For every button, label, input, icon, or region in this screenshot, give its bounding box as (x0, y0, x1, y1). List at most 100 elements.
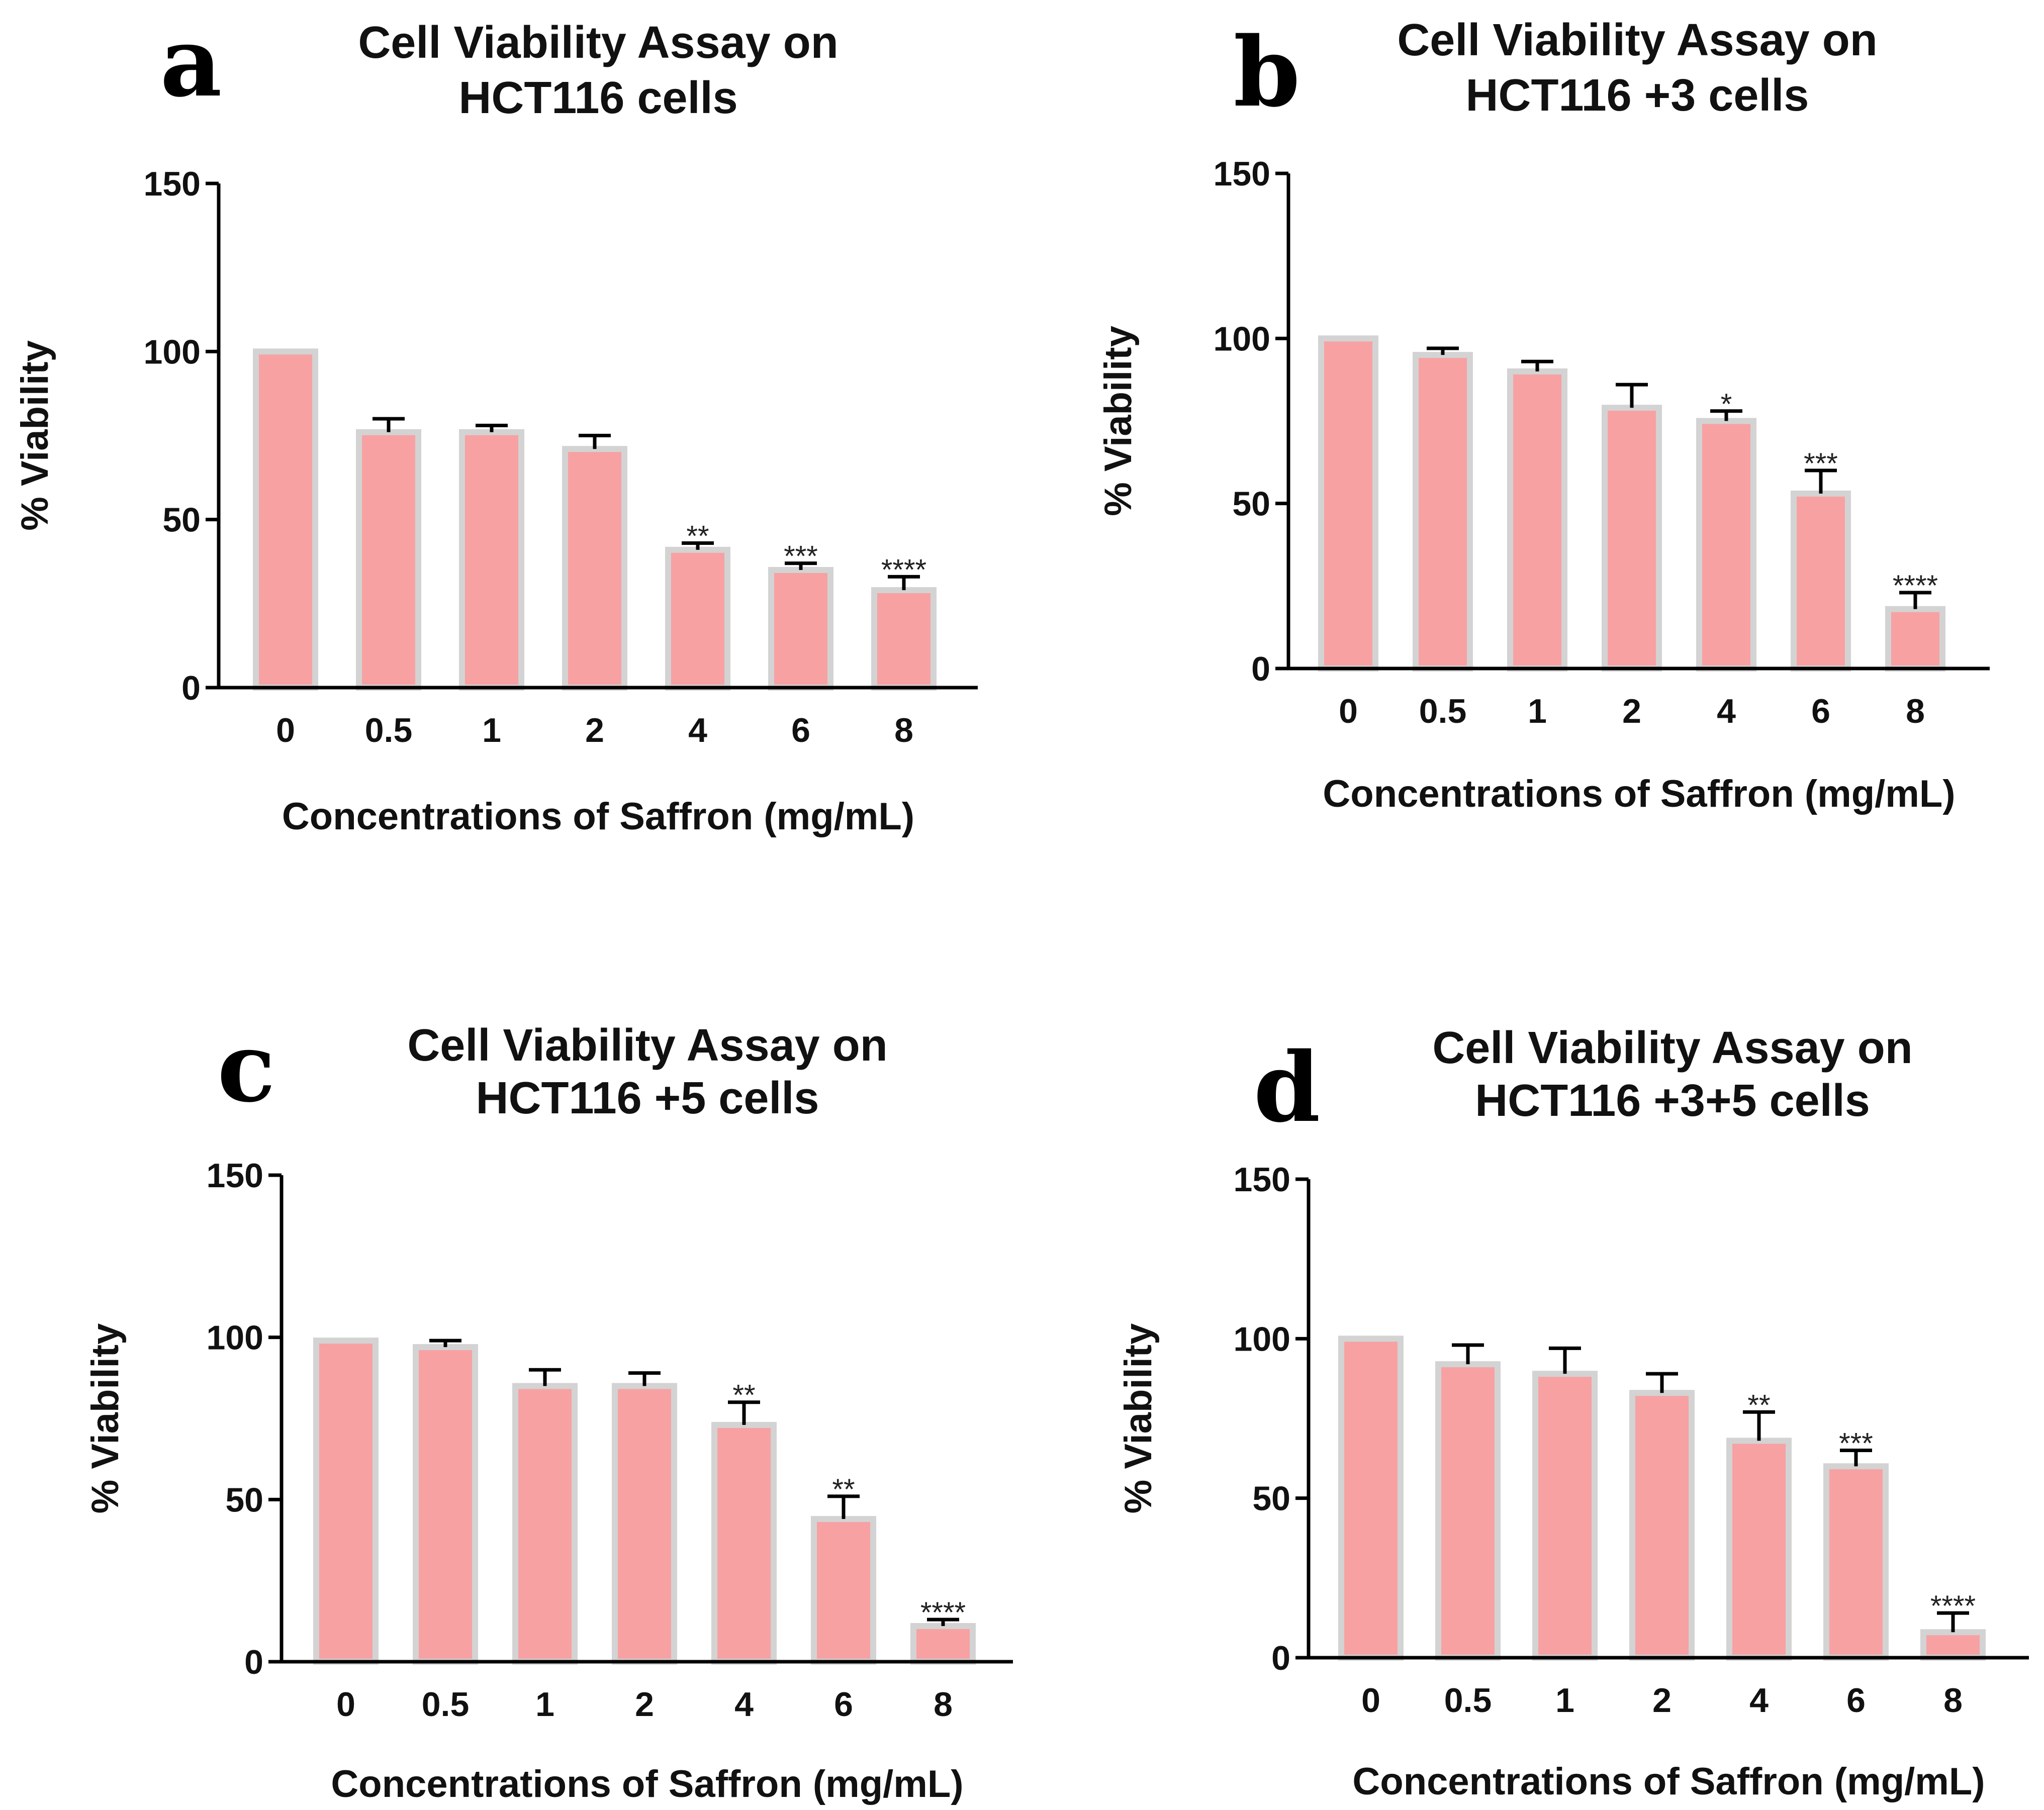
y-tick-label: 150 (1234, 1161, 1290, 1199)
bar (1696, 418, 1756, 672)
y-tick-label: 0 (244, 1643, 263, 1681)
chart-title-line: HCT116 cells (458, 73, 737, 123)
error-bar (1427, 346, 1459, 355)
error-bar (827, 1494, 860, 1519)
bar (1885, 606, 1945, 672)
bar (1318, 335, 1378, 672)
x-tick-label: 0 (1339, 692, 1358, 730)
significance-label: **** (881, 553, 926, 586)
bar (1823, 1463, 1889, 1661)
y-tick-label: 0 (181, 669, 201, 707)
bar (313, 1338, 379, 1665)
x-tick-label: 4 (688, 711, 707, 749)
x-tick-label: 6 (791, 711, 810, 749)
chart-title-line: HCT116 +3 cells (1466, 70, 1809, 121)
bar (665, 546, 730, 691)
x-tick-label: 8 (1943, 1681, 1963, 1720)
x-tick-label: 8 (894, 711, 913, 749)
bar (253, 348, 318, 691)
panel-letter: d (1254, 1031, 1321, 1144)
chart-title-line: Cell Viability Assay on (1432, 1023, 1912, 1073)
y-tick-label: 50 (1252, 1480, 1290, 1518)
panel-letter: b (1234, 16, 1300, 128)
x-tick-label: 1 (482, 711, 501, 749)
significance-label: ** (1747, 1389, 1770, 1421)
y-tick-label: 150 (144, 165, 201, 203)
chart-title-line: Cell Viability Assay on (358, 18, 838, 68)
x-tick-label: 1 (1528, 692, 1547, 730)
chart-title-line: Cell Viability Assay on (1397, 15, 1877, 65)
y-tick-label: 0 (1251, 650, 1270, 688)
error-bar (1646, 1372, 1678, 1393)
x-axis-label: Concentrations of Saffron (mg/mL) (1323, 773, 1955, 815)
x-tick-label: 4 (1749, 1681, 1769, 1720)
bar (1791, 490, 1851, 672)
bar (871, 587, 937, 691)
x-axis-label: Concentrations of Saffron (mg/mL) (1352, 1760, 1985, 1803)
bar (413, 1344, 478, 1665)
bar (1413, 352, 1473, 672)
bar (1507, 368, 1567, 672)
error-bar (1616, 383, 1648, 408)
x-tick-label: 0.5 (365, 711, 413, 749)
bar (768, 566, 833, 691)
panel-letter: a (160, 6, 222, 118)
bar (1338, 1336, 1404, 1661)
bar (459, 429, 524, 691)
error-bar (927, 1617, 959, 1627)
bar (1602, 405, 1662, 672)
x-tick-label: 0.5 (1419, 692, 1467, 730)
y-axis-label: % Viability (84, 1323, 127, 1514)
y-tick-label: 150 (1214, 155, 1270, 193)
x-tick-label: 0 (336, 1685, 355, 1724)
error-bar (373, 417, 405, 432)
bar (512, 1383, 578, 1665)
chart-title-line: HCT116 +3+5 cells (1475, 1076, 1870, 1126)
error-bar (579, 434, 611, 449)
significance-label: **** (1893, 569, 1938, 602)
y-tick-label: 0 (1271, 1639, 1290, 1677)
y-tick-label: 100 (1214, 320, 1270, 358)
significance-label: *** (1804, 447, 1838, 480)
x-tick-label: 2 (1622, 692, 1641, 730)
error-bar (1805, 468, 1837, 494)
y-tick-label: 100 (207, 1319, 263, 1357)
x-tick-label: 8 (1906, 692, 1925, 730)
x-tick-label: 4 (1717, 692, 1736, 730)
bar (562, 446, 627, 691)
x-axis-label: Concentrations of Saffron (mg/mL) (331, 1763, 963, 1805)
bar (1435, 1361, 1501, 1661)
y-axis-label: % Viability (14, 340, 56, 531)
bar (1532, 1371, 1598, 1661)
x-tick-label: 0.5 (1444, 1681, 1492, 1720)
error-bar (529, 1368, 561, 1386)
significance-label: **** (920, 1596, 966, 1629)
error-bar (429, 1339, 461, 1348)
bar (711, 1421, 777, 1665)
x-tick-label: 1 (1555, 1681, 1574, 1720)
bar (1920, 1629, 1986, 1661)
y-tick-label: 50 (162, 501, 201, 539)
y-axis-label: % Viability (1097, 326, 1140, 516)
significance-label: **** (1930, 1590, 1976, 1623)
x-tick-label: 6 (834, 1685, 853, 1724)
significance-label: ** (732, 1379, 755, 1412)
error-bar (1743, 1410, 1775, 1441)
y-tick-label: 150 (207, 1157, 263, 1195)
error-bar (682, 541, 714, 550)
x-tick-label: 1 (535, 1685, 554, 1724)
x-tick-label: 0 (1361, 1681, 1380, 1720)
bar (811, 1516, 876, 1665)
chart-title-line: HCT116 +5 cells (476, 1073, 819, 1123)
error-bar (628, 1371, 661, 1386)
error-bar (1840, 1448, 1872, 1467)
chart-title-line: Cell Viability Assay on (407, 1020, 887, 1071)
error-bar (1899, 591, 1931, 609)
significance-label: *** (1839, 1427, 1873, 1460)
x-tick-label: 2 (1652, 1681, 1671, 1720)
